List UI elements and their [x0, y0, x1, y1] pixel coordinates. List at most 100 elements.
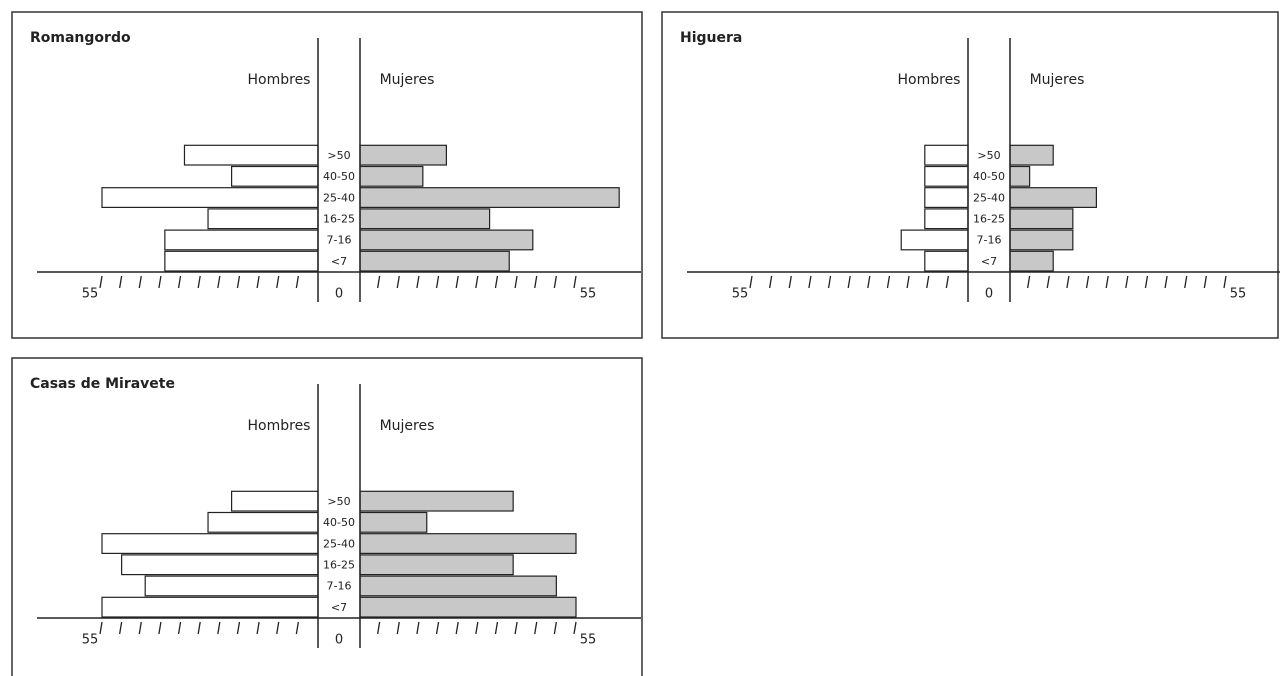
right-series-label: Mujeres: [380, 418, 435, 434]
bar: [183, 144, 319, 166]
tick-mark: [99, 621, 103, 635]
tick-mark: [1144, 275, 1149, 289]
left-series-label: Hombres: [248, 418, 311, 434]
category-label: 40-50: [973, 170, 1005, 183]
x-tick-label: 0: [335, 633, 343, 648]
tick-mark: [534, 621, 538, 635]
bar: [231, 165, 319, 187]
category-label: <7: [981, 255, 997, 268]
tick-mark: [138, 275, 142, 289]
category-label: <7: [331, 601, 347, 614]
tick-mark: [276, 621, 280, 635]
tick-mark: [158, 621, 162, 635]
tick-mark: [1184, 275, 1188, 289]
tick-mark: [475, 275, 479, 289]
tick-mark: [435, 275, 440, 289]
tick-mark: [534, 275, 538, 289]
tick-mark: [1203, 275, 1208, 289]
bar: [101, 596, 319, 618]
tick-mark: [1085, 275, 1090, 289]
tick-mark: [494, 621, 499, 635]
x-tick-label: 55: [82, 633, 99, 648]
bar: [359, 187, 620, 208]
x-tick-label: 55: [580, 287, 597, 302]
bar: [1009, 250, 1054, 272]
category-label: >50: [327, 495, 350, 508]
tick-mark: [1223, 275, 1227, 289]
x-tick-label: 0: [985, 287, 993, 302]
tick-mark: [295, 275, 300, 289]
panel-frame: [11, 357, 643, 676]
bar: [207, 208, 319, 230]
tick-mark: [197, 275, 201, 289]
category-label: >50: [327, 149, 350, 162]
left-series-label: Hombres: [898, 72, 961, 88]
right-series-label: Mujeres: [1030, 72, 1085, 88]
tick-mark: [455, 621, 459, 635]
tick-mark: [553, 621, 558, 635]
category-label: 7-16: [327, 580, 352, 593]
tick-mark: [906, 275, 910, 289]
tick-mark: [945, 275, 950, 289]
bar: [359, 208, 491, 230]
tick-mark: [514, 621, 518, 635]
bar: [359, 490, 514, 512]
tick-mark: [256, 621, 260, 635]
category-label: 16-25: [973, 213, 1005, 226]
tick-mark: [376, 275, 381, 289]
bar: [164, 229, 319, 251]
bar: [359, 533, 577, 555]
category-label: 40-50: [323, 516, 355, 529]
category-label: 25-40: [323, 191, 355, 204]
bar: [121, 554, 319, 576]
panel-title: Casas de Miravete: [30, 376, 175, 392]
tick-mark: [99, 275, 103, 289]
tick-mark: [455, 275, 459, 289]
tick-mark: [867, 275, 871, 289]
tick-mark: [553, 275, 558, 289]
x-tick-label: 55: [82, 287, 99, 302]
tick-mark: [475, 621, 479, 635]
tick-mark: [573, 621, 577, 635]
tick-mark: [1125, 275, 1129, 289]
bar: [1009, 187, 1098, 208]
tick-mark: [177, 275, 182, 289]
tick-mark: [396, 621, 400, 635]
category-label: 7-16: [977, 234, 1002, 247]
tick-mark: [926, 275, 930, 289]
tick-mark: [158, 275, 162, 289]
tick-mark: [886, 275, 891, 289]
tick-mark: [573, 275, 577, 289]
tick-mark: [1066, 275, 1070, 289]
bar: [359, 229, 534, 251]
tick-mark: [749, 275, 753, 289]
bar: [359, 144, 448, 166]
category-label: 40-50: [323, 170, 355, 183]
category-label: 7-16: [327, 234, 352, 247]
tick-mark: [416, 621, 420, 635]
tick-mark: [138, 621, 142, 635]
tick-mark: [376, 621, 381, 635]
x-tick-label: 55: [580, 633, 597, 648]
bar: [359, 165, 424, 187]
tick-mark: [435, 621, 440, 635]
tick-mark: [808, 275, 812, 289]
tick-mark: [847, 275, 851, 289]
panel-frame: [661, 11, 1279, 339]
category-label: <7: [331, 255, 347, 268]
tick-mark: [788, 275, 792, 289]
bar: [359, 596, 577, 618]
tick-mark: [217, 275, 221, 289]
bar: [1009, 165, 1031, 187]
tick-mark: [1164, 275, 1168, 289]
bar: [924, 165, 969, 187]
category-label: 16-25: [323, 559, 355, 572]
bar: [924, 250, 969, 272]
tick-mark: [396, 275, 400, 289]
tick-mark: [494, 275, 499, 289]
panel-title: Romangordo: [30, 30, 131, 46]
left-series-label: Hombres: [248, 72, 311, 88]
tick-mark: [1046, 275, 1050, 289]
tick-mark: [276, 275, 280, 289]
